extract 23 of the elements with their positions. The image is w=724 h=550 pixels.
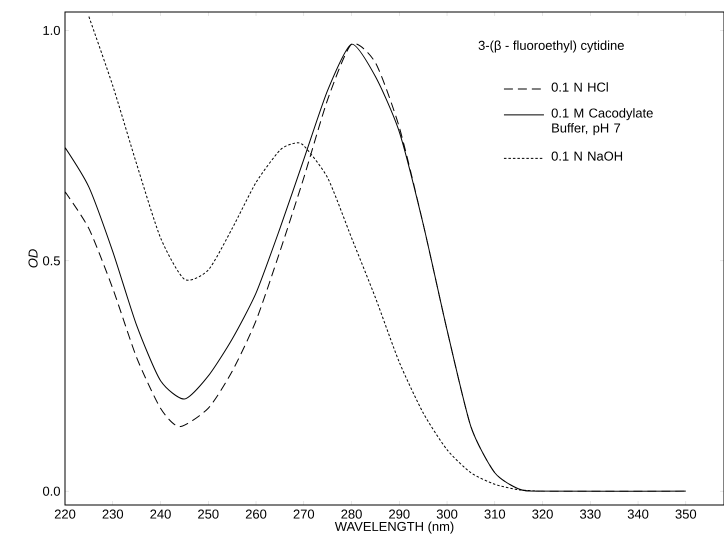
x-axis-title: WAVELENGTH (nm) bbox=[334, 522, 454, 534]
legend-label: 0.1 N NaOH bbox=[552, 152, 622, 161]
x-tick-label: 220 bbox=[54, 510, 76, 519]
x-tick-label: 290 bbox=[389, 510, 410, 519]
x-tick-label: 270 bbox=[294, 510, 314, 519]
x-tick-label: 260 bbox=[246, 510, 266, 519]
x-tick-label: 330 bbox=[580, 510, 601, 519]
x-tick-label: 340 bbox=[628, 510, 648, 519]
y-tick-label: 0.5 bbox=[42, 256, 60, 266]
x-tick-label: 300 bbox=[436, 510, 458, 519]
legend-title: 3-(β - fluoroethyl) cytidine bbox=[478, 40, 624, 53]
y-tick-label: 1.0 bbox=[43, 26, 60, 36]
x-tick-label: 320 bbox=[532, 510, 553, 519]
y-tick-label: 0.0 bbox=[42, 486, 60, 496]
y-axis-title: OD bbox=[28, 249, 38, 268]
x-tick-label: 350 bbox=[676, 510, 696, 519]
x-tick-label: 310 bbox=[484, 510, 506, 519]
legend-label: 0.1 M Cacodylate Buffer, pH 7 bbox=[552, 108, 653, 136]
x-tick-label: 240 bbox=[150, 510, 171, 519]
x-tick-label: 250 bbox=[198, 510, 219, 519]
legend-label: 0.1 N HCl bbox=[552, 82, 608, 92]
x-tick-label: 230 bbox=[102, 510, 124, 519]
x-tick-label: 280 bbox=[341, 510, 362, 519]
